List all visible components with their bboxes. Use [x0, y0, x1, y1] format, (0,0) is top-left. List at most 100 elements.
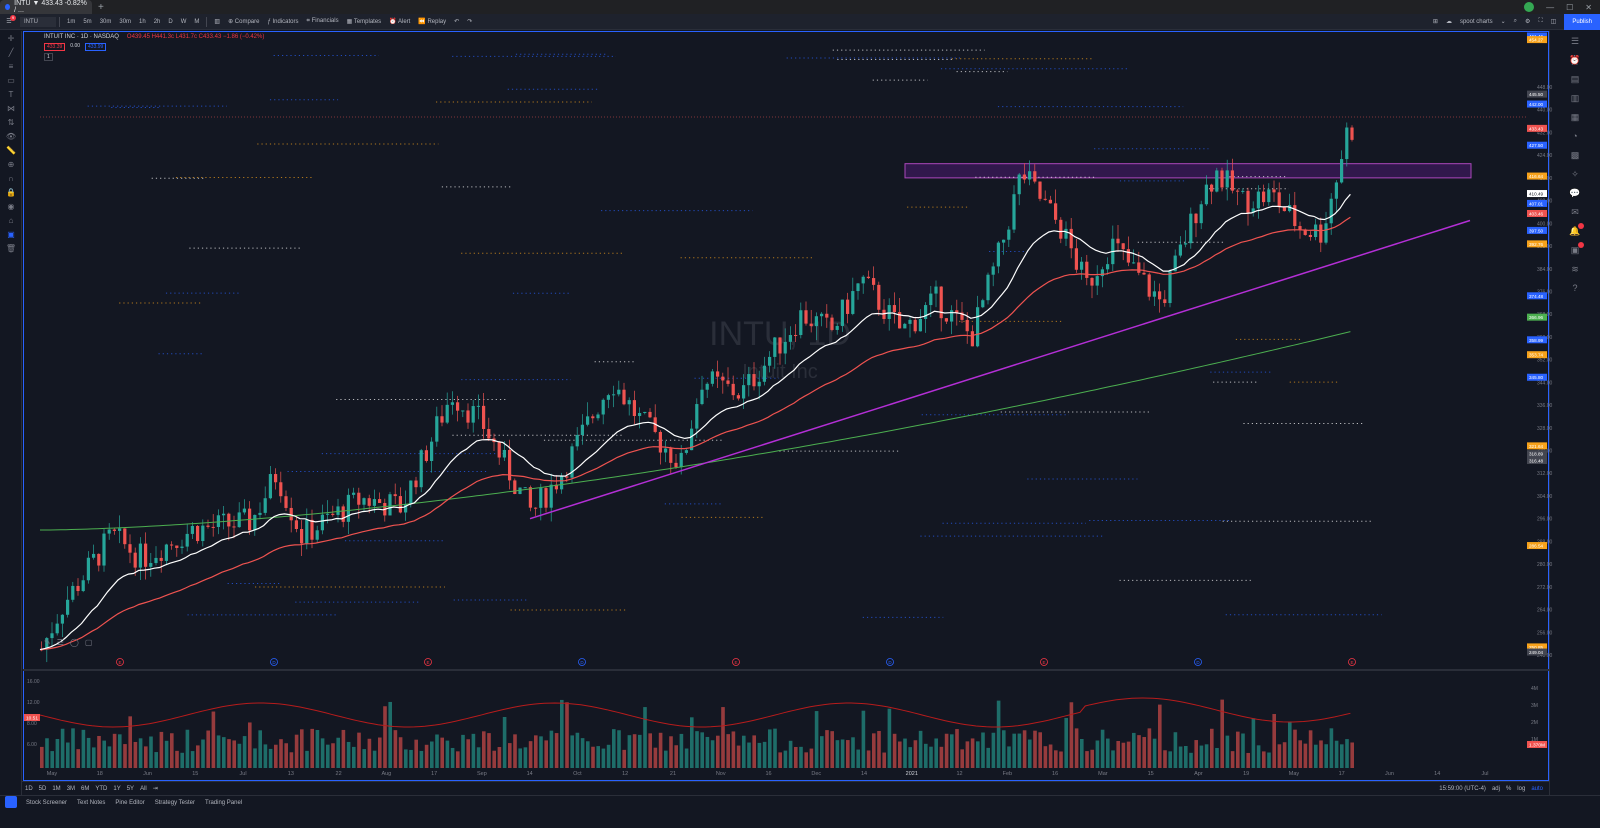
- floating-drawing-toolbar[interactable]: ✎ ☰ ◯ ▢: [44, 638, 92, 647]
- interval-w[interactable]: W: [180, 18, 187, 25]
- notification-badge: 9: [10, 14, 16, 21]
- fib-tool-icon[interactable]: ≡: [8, 61, 14, 71]
- close-icon[interactable]: ✕: [1585, 2, 1592, 12]
- range-1d[interactable]: 1D: [25, 785, 33, 792]
- trendline-tool-icon[interactable]: ╱: [8, 47, 14, 57]
- range-1y[interactable]: 1Y: [113, 785, 121, 792]
- minimize-icon[interactable]: —: [1546, 2, 1555, 12]
- interval-5m[interactable]: 5m: [83, 18, 92, 25]
- notifications-icon[interactable]: 🔔: [1566, 222, 1584, 240]
- interval-1m[interactable]: 1m: [67, 18, 76, 25]
- lock-drawings-icon[interactable]: 🔒: [6, 187, 16, 197]
- hide-drawings-icon[interactable]: ◉: [7, 201, 15, 211]
- order-panel-icon[interactable]: ▣: [1566, 241, 1584, 259]
- tab-stock-screener[interactable]: Stock Screener: [26, 800, 68, 806]
- data-window-icon[interactable]: ▤: [1570, 73, 1580, 84]
- divider: [206, 16, 208, 27]
- streams-icon[interactable]: ▩: [1570, 149, 1580, 160]
- browser-tab[interactable]: INTU ▼ 433.43 -0.82% / ...: [0, 0, 92, 14]
- pattern-tool-icon[interactable]: ⋈: [7, 103, 15, 113]
- sell-button[interactable]: 433.39: [44, 43, 66, 51]
- eye-icon[interactable]: 👁: [5, 131, 17, 141]
- replay-button[interactable]: ⏪ Replay: [414, 18, 450, 25]
- chevron-down-icon[interactable]: ⌄: [1500, 19, 1506, 25]
- main-menu-button[interactable]: ☰ 9: [0, 14, 18, 30]
- undo-icon[interactable]: ↶: [454, 19, 460, 25]
- tab-text-notes[interactable]: Text Notes: [77, 800, 106, 806]
- redo-icon[interactable]: ↷: [467, 19, 473, 25]
- clock-time[interactable]: 15:59:00 (UTC-4): [1439, 785, 1486, 792]
- interval-m[interactable]: M: [194, 18, 200, 25]
- percent-toggle[interactable]: %: [1505, 785, 1512, 792]
- symbol-search-button[interactable]: INTU: [20, 16, 56, 27]
- chart-pane[interactable]: [23, 31, 1549, 781]
- interval-1h[interactable]: 1h: [139, 18, 146, 25]
- tab-strategy-tester[interactable]: Strategy Tester: [154, 800, 195, 806]
- layout-grid-icon[interactable]: ⊞: [1432, 19, 1438, 25]
- trash-icon[interactable]: 🗑: [5, 243, 17, 253]
- crosshair-icon[interactable]: ✛: [7, 33, 15, 43]
- settings-gear-icon[interactable]: ⚙: [1525, 19, 1531, 25]
- drawing-toolbar: ✛ ╱ ≡ ▭ T ⋈ ⇅ 👁 📏 ⊕ ∩ 🔒 ◉ ⌂ ▣ 🗑: [0, 31, 22, 801]
- brush-icon[interactable]: ✎: [44, 638, 51, 647]
- publish-button[interactable]: Publish: [1564, 13, 1600, 30]
- square-icon[interactable]: ▢: [84, 638, 93, 647]
- ideas-icon[interactable]: ◔: [1572, 131, 1578, 141]
- text-tool-icon[interactable]: T: [8, 89, 14, 99]
- tab-trading-panel[interactable]: Trading Panel: [205, 800, 243, 806]
- range-3m[interactable]: 3M: [66, 785, 76, 792]
- compare-button[interactable]: ⊕ Compare: [224, 18, 263, 25]
- range-5y[interactable]: 5Y: [126, 785, 135, 792]
- new-tab-button[interactable]: +: [98, 1, 104, 13]
- interval-30m-a[interactable]: 30m: [99, 18, 112, 25]
- profile-avatar[interactable]: [1524, 2, 1535, 12]
- camera-icon[interactable]: ◫: [1550, 19, 1557, 25]
- interval-2h[interactable]: 2h: [153, 18, 161, 25]
- ellipse-icon[interactable]: ◯: [69, 638, 79, 647]
- range-1m[interactable]: 1M: [52, 785, 61, 792]
- tab-pine-editor[interactable]: Pine Editor: [115, 800, 145, 806]
- dom-icon[interactable]: ≋: [1571, 263, 1579, 274]
- financials-button[interactable]: ⌗ Financials: [303, 18, 343, 25]
- zoom-in-icon[interactable]: ⊕: [7, 159, 15, 169]
- notification-dot: [1578, 223, 1584, 229]
- alert-button[interactable]: ⏰ Alert: [385, 18, 414, 25]
- range-ytd[interactable]: YTD: [95, 785, 108, 792]
- lock-icon[interactable]: ⌂: [8, 215, 14, 225]
- menu-lines-icon[interactable]: ☰: [56, 638, 64, 647]
- interval-30m-b[interactable]: 30m: [119, 18, 132, 25]
- layout-name[interactable]: spoot charts: [1459, 18, 1493, 25]
- messages-icon[interactable]: ✉: [1571, 206, 1579, 217]
- chart-type-icon[interactable]: ▥: [214, 19, 221, 25]
- watchlist-icon[interactable]: ☰: [1570, 35, 1580, 46]
- range-5d[interactable]: 5D: [38, 785, 47, 792]
- range-6m[interactable]: 6M: [81, 785, 90, 792]
- interval-d[interactable]: D: [168, 18, 173, 25]
- legend-collapse-button[interactable]: 1: [44, 53, 53, 61]
- help-icon[interactable]: ?: [1572, 283, 1578, 293]
- prediction-tool-icon[interactable]: ⇅: [7, 117, 15, 127]
- buy-button[interactable]: 433.99: [85, 43, 107, 51]
- maximize-icon[interactable]: ☐: [1566, 2, 1574, 12]
- chat-icon[interactable]: 💬: [1569, 187, 1581, 198]
- shapes-tool-icon[interactable]: ▭: [7, 75, 15, 85]
- symbol-description[interactable]: INTUIT INC · 1D · NASDAQ: [44, 34, 119, 40]
- alerts-clock-icon[interactable]: ⏰: [1569, 54, 1581, 65]
- indicators-button[interactable]: ƒ Indicators: [263, 19, 302, 25]
- hotlists-icon[interactable]: ▥: [1570, 92, 1580, 103]
- magnet-icon[interactable]: ∩: [8, 173, 14, 183]
- lightbulb-icon[interactable]: ✧: [1571, 168, 1579, 179]
- goto-date-icon[interactable]: ⇥: [152, 786, 158, 792]
- auto-toggle[interactable]: auto: [1531, 785, 1543, 792]
- fullscreen-icon[interactable]: ⛶: [1538, 18, 1543, 24]
- adj-toggle[interactable]: adj: [1491, 785, 1500, 792]
- quick-search-icon[interactable]: ⌕: [1513, 18, 1518, 24]
- top-toolbar: ☰ 9 INTU 1m 5m 30m 30m 1h 2h D W M ▥ ⊕ C…: [0, 13, 1600, 30]
- favorites-icon[interactable]: ▣: [7, 229, 15, 239]
- calendar-icon[interactable]: ▦: [1570, 111, 1580, 122]
- log-toggle[interactable]: log: [1517, 785, 1526, 792]
- range-all[interactable]: All: [140, 785, 147, 792]
- tradingview-logo-icon[interactable]: [5, 796, 17, 808]
- templates-button[interactable]: ▦ Templates: [343, 18, 386, 25]
- ruler-icon[interactable]: 📏: [6, 145, 16, 155]
